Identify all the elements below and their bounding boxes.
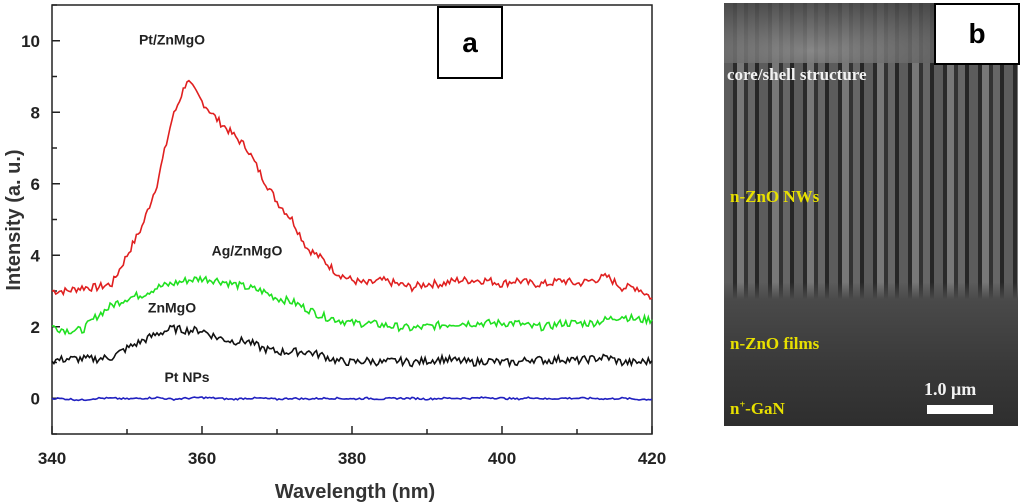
pl-spectra-chart: 340 360 380 400 420 0 2 4 6 8 10 Pt/ZnMgO Ag/ZnMgO Z… [3,4,666,503]
scale-bar [927,405,993,414]
x-tick-label: 400 [488,449,516,468]
x-tick-label: 360 [188,449,216,468]
label-nws: n-ZnO NWs [730,187,820,206]
series-label: Ag/ZnMgO [212,242,283,258]
plot-frame [51,4,653,435]
x-axis-label: Wavelength (nm) [275,481,435,503]
y-tick-label: 0 [31,389,40,408]
series-line-pt-nps [51,396,653,402]
scale-bar-label: 1.0 μm [924,379,977,399]
series-line-ag-znmgo [51,274,653,336]
y-axis-label: Intensity (a. u.) [3,149,25,290]
x-tick-label: 380 [338,449,366,468]
series-line-pt-znmgo [51,79,653,301]
y-tick-label: 10 [21,32,40,51]
series-label: Pt NPs [164,369,209,385]
y-tick-label: 4 [31,246,41,265]
y-tick-label: 8 [31,103,40,122]
x-tick-label: 340 [38,449,66,468]
y-tick-label: 6 [31,175,40,194]
label-films: n-ZnO films [730,334,820,353]
label-substrate: n+-GaN [730,399,785,419]
x-tick-label: 420 [638,449,666,468]
y-tick-label: 2 [31,318,40,337]
sem-image: core/shell structure n-ZnO NWs n-ZnO fil… [724,3,1018,426]
label-core-shell: core/shell structure [727,65,867,84]
substrate-rest: -GaN [745,399,785,418]
panel-label-a: a [437,6,503,79]
panel-label-b: b [934,3,1020,65]
series-label: Pt/ZnMgO [139,31,205,47]
substrate-sup: + [739,399,746,411]
series-label: ZnMgO [148,299,196,315]
series-line-znmgo [51,324,653,369]
substrate-n: n [730,399,740,418]
